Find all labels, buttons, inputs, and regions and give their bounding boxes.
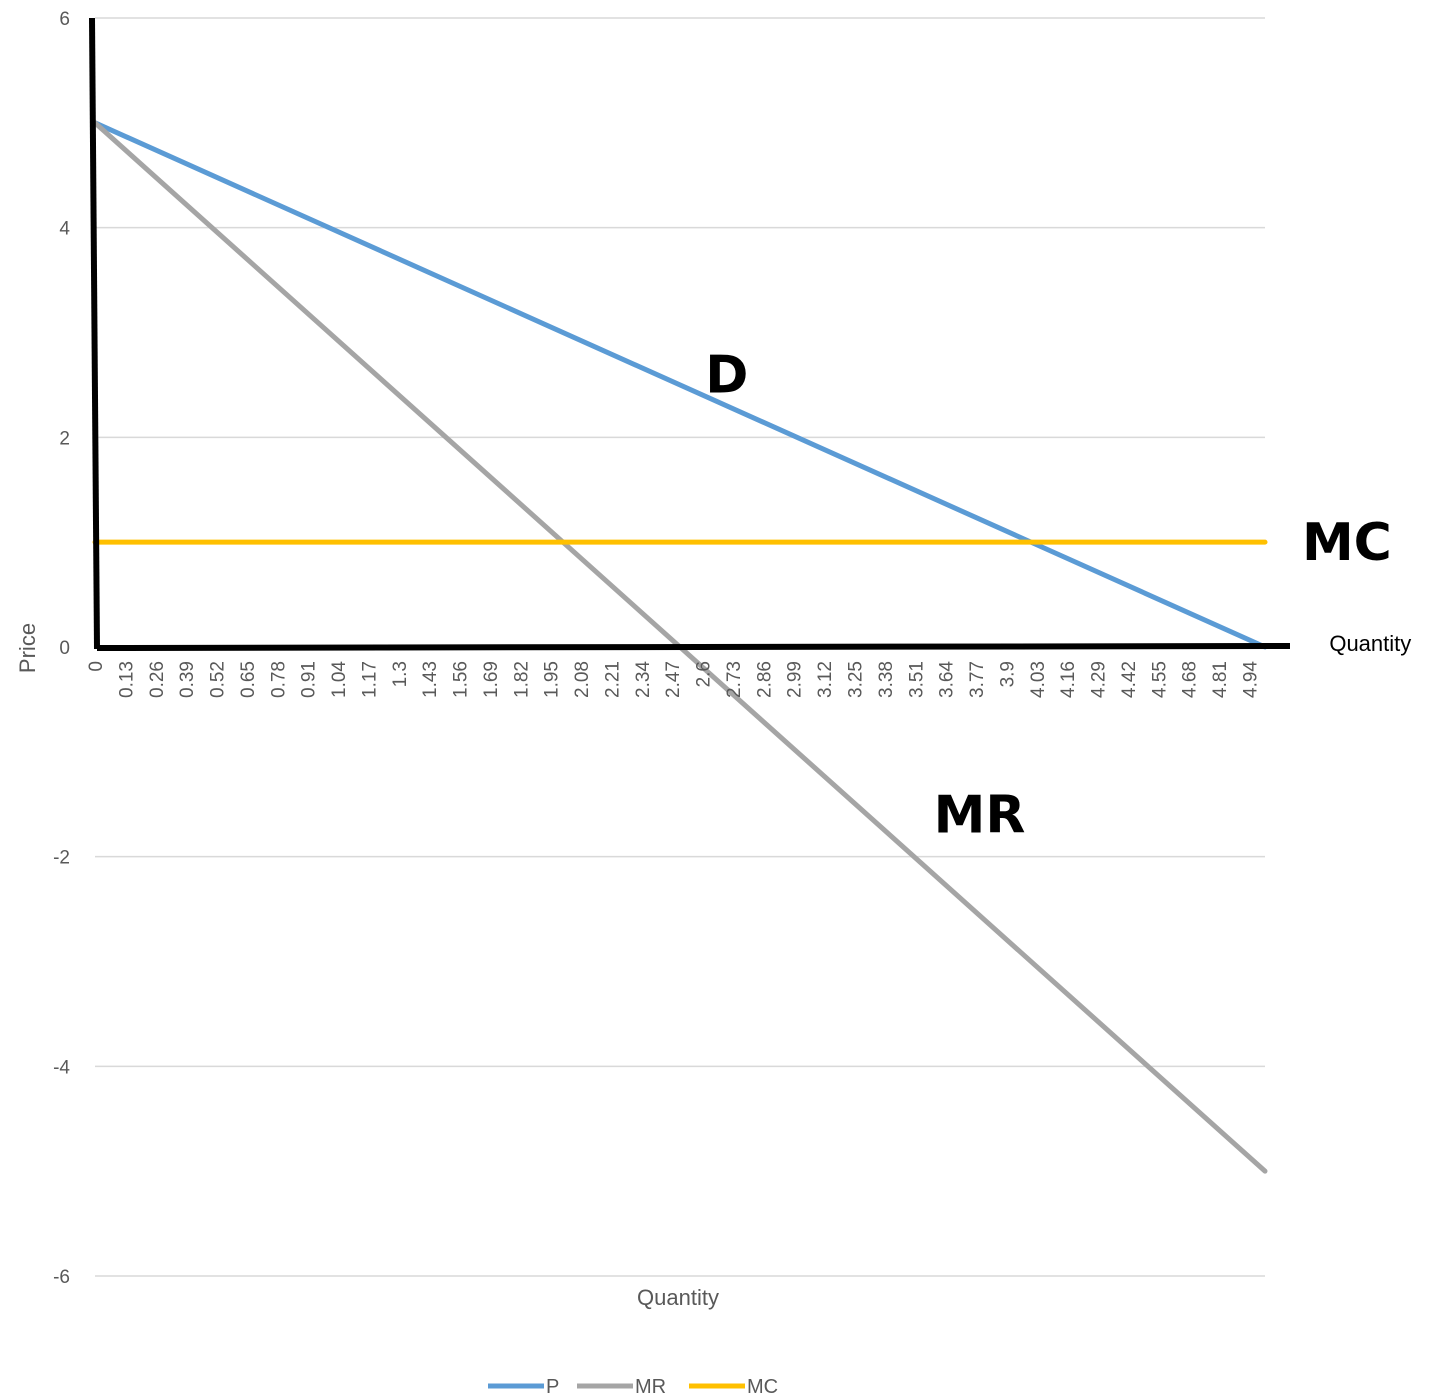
x-tick-label: 0.91 xyxy=(299,661,320,698)
y-tick-label: 2 xyxy=(59,428,70,449)
x-tick-label: 1.04 xyxy=(329,661,350,698)
x-tick-label: 4.42 xyxy=(1119,661,1140,698)
y-tick-label: -6 xyxy=(53,1267,70,1288)
x-tick-label: 3.25 xyxy=(846,661,867,698)
x-tick-label: 0.65 xyxy=(238,661,259,698)
x-tick-label: 3.51 xyxy=(906,661,927,698)
y-tick-label: 6 xyxy=(59,9,70,30)
x-tick-label: 1.3 xyxy=(390,661,411,687)
x-tick-label: 3.9 xyxy=(997,661,1018,687)
y-axis-title: Price xyxy=(15,623,40,673)
x-tick-label: 0.26 xyxy=(147,661,168,698)
x-tick-label: 4.68 xyxy=(1180,661,1201,698)
x-tick-label: 2.47 xyxy=(663,661,684,698)
y-tick-label: -4 xyxy=(53,1057,70,1078)
x-tick-label: 2.86 xyxy=(754,661,775,698)
x-tick-label: 1.43 xyxy=(420,661,441,698)
x-tick-label: 2.34 xyxy=(633,661,654,698)
x-tick-label: 2.73 xyxy=(724,661,745,698)
x-tick-label: 0.78 xyxy=(268,661,289,698)
x-tick-label: 3.64 xyxy=(937,661,958,698)
x-tick-label: 4.03 xyxy=(1028,661,1049,698)
annotation-label-mc: MC xyxy=(1302,513,1392,573)
legend-label-mc: MC xyxy=(747,1376,778,1398)
x-tick-label: 2.08 xyxy=(572,661,593,698)
x-axis-line xyxy=(96,643,1291,651)
y-tick-label: -2 xyxy=(53,848,70,869)
y-tick-label: 0 xyxy=(59,638,70,659)
annotation-label-d: D xyxy=(705,345,748,405)
x-tick-label: 4.81 xyxy=(1210,661,1231,698)
x-tick-label: 2.21 xyxy=(602,661,623,698)
x-tick-label: 1.17 xyxy=(359,661,380,698)
x-axis-title: Quantity xyxy=(637,1285,719,1310)
annotation-label-quantity: Quantity xyxy=(1329,631,1411,656)
x-tick-label: 1.56 xyxy=(451,661,472,698)
x-tick-label: 4.29 xyxy=(1089,661,1110,698)
y-axis-line xyxy=(89,17,100,650)
annotations: D MC MR Quantity xyxy=(705,345,1411,845)
x-tick-label: 3.38 xyxy=(876,661,897,698)
x-tick-labels: 0 0.13 0.26 0.39 0.52 0.65 0.78 0.91 1.04 1.17 1.3… xyxy=(86,661,1261,698)
x-tick-label: 0.13 xyxy=(116,661,137,698)
annotation-label-mr: MR xyxy=(934,786,1026,846)
y-tick-label: 4 xyxy=(59,219,70,240)
legend: P MR MC xyxy=(488,1376,778,1398)
x-tick-label: 4.16 xyxy=(1058,661,1079,698)
x-tick-label: 1.69 xyxy=(481,661,502,698)
gridlines xyxy=(95,17,1265,1277)
y-tick-labels: -6 -4 -2 0 2 4 6 xyxy=(53,9,70,1288)
x-tick-label: 4.55 xyxy=(1149,661,1170,698)
series-line-p xyxy=(92,120,1268,650)
x-tick-label: 0.52 xyxy=(208,661,229,698)
x-tick-label: 0 xyxy=(86,661,107,672)
x-tick-label: 2.99 xyxy=(785,661,806,698)
x-tick-label: 2.6 xyxy=(694,661,715,687)
axes xyxy=(89,17,1291,651)
x-tick-label: 0.39 xyxy=(177,661,198,698)
x-tick-label: 3.12 xyxy=(815,661,836,698)
x-tick-label: 1.82 xyxy=(511,661,532,698)
x-tick-label: 4.94 xyxy=(1240,661,1261,698)
x-tick-label: 3.77 xyxy=(967,661,988,698)
legend-label-p: P xyxy=(546,1376,559,1398)
legend-label-mr: MR xyxy=(635,1376,666,1398)
x-tick-label: 1.95 xyxy=(542,661,563,698)
